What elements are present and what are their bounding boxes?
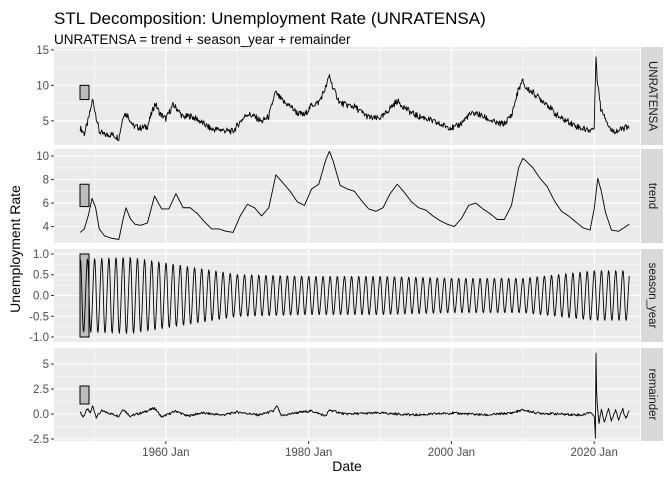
panel-trend: 4 6 8 10 trend xyxy=(36,149,663,243)
series-line-unratensa xyxy=(79,56,630,142)
x-tick-label: 2000 Jan xyxy=(428,447,475,459)
y-tick-label: 5 xyxy=(43,116,49,128)
scale-bar xyxy=(79,183,90,208)
y-tick-label: 0.0 xyxy=(33,291,49,303)
series-line-season-year xyxy=(79,256,630,335)
scale-bar xyxy=(79,385,90,405)
y-tick-label: 10 xyxy=(36,151,49,163)
series-line-trend xyxy=(79,150,630,240)
x-tick-label: 2020 Jan xyxy=(571,447,618,459)
panel-background xyxy=(54,348,640,441)
y-tick-label: 5 xyxy=(43,359,49,371)
y-tick-label: 2.5 xyxy=(33,384,49,396)
panels: 5 10 15 UNRATENSA 4 6 8 10 trend -1.0 -0.5 0.0 0.5 1.… xyxy=(29,45,663,446)
y-tick-label: -1.0 xyxy=(29,332,49,344)
y-tick-label: 15 xyxy=(36,45,49,57)
y-tick-label: 4 xyxy=(43,222,50,234)
panel-unratensa: 5 10 15 UNRATENSA xyxy=(36,45,663,145)
facet-strip-label: UNRATENSA xyxy=(646,61,658,131)
y-tick-label: -2.5 xyxy=(29,434,49,446)
panel-background xyxy=(54,149,640,243)
y-tick-label: 10 xyxy=(36,80,49,92)
chart-subtitle: UNRATENSA = trend + season_year + remain… xyxy=(54,32,351,47)
y-tick-label: 1.0 xyxy=(33,249,49,261)
facet-strip xyxy=(641,348,663,441)
facet-strip-label: season_year xyxy=(646,263,658,329)
series-line-remainder xyxy=(79,352,630,439)
y-tick-label: -0.5 xyxy=(29,311,49,323)
chart-title: STL Decomposition: Unemployment Rate (UN… xyxy=(54,9,486,28)
x-tick-label: 1980 Jan xyxy=(285,447,332,459)
panel-remainder: -2.5 0.0 2.5 5 remainder xyxy=(29,348,663,446)
facet-strip xyxy=(641,47,663,145)
x-axis-title: Date xyxy=(332,458,362,474)
facet-strip xyxy=(641,149,663,243)
y-axis-title: Unemployment Rate xyxy=(7,185,23,313)
facet-strip xyxy=(641,249,663,342)
x-tick-label: 1960 Jan xyxy=(142,447,189,459)
y-tick-label: 0.5 xyxy=(33,270,49,282)
facet-strip-label: trend xyxy=(646,183,658,209)
y-tick-label: 8 xyxy=(43,175,49,187)
facet-strip-label: remainder xyxy=(646,369,658,421)
x-axis: 1960 Jan 1980 Jan 2000 Jan 2020 Jan xyxy=(142,441,618,459)
panel-background xyxy=(54,47,640,145)
y-tick-label: 0.0 xyxy=(33,409,49,421)
panel-season-year: -1.0 -0.5 0.0 0.5 1.0 season_year xyxy=(29,249,663,344)
y-tick-label: 6 xyxy=(43,198,49,210)
scale-bar xyxy=(79,84,90,101)
